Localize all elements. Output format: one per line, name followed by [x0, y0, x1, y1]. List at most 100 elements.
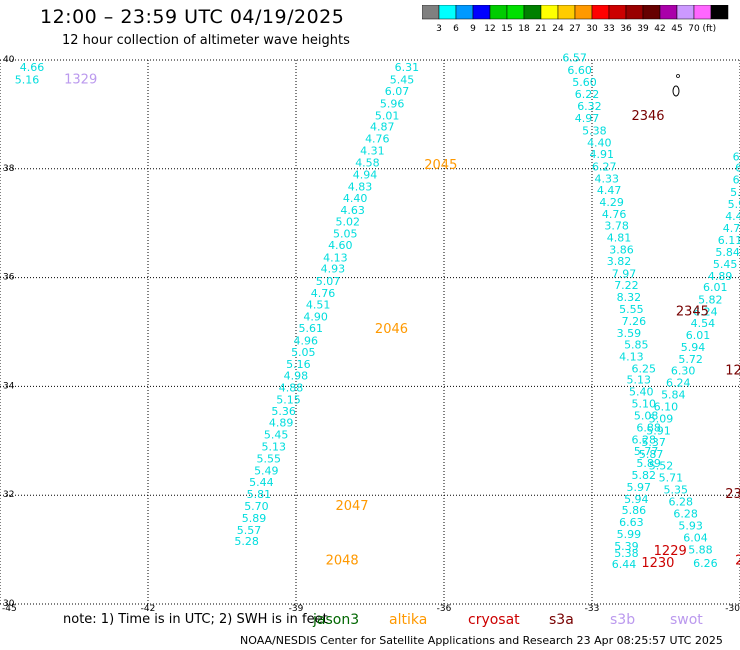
swh-value: 5.37 [641, 436, 666, 449]
swh-value: 5.55 [257, 453, 282, 466]
swh-value: 7.26 [622, 315, 647, 328]
legend-label: 36 [620, 24, 632, 34]
swh-value: 5.07 [316, 275, 341, 288]
y-tick-label: 30 [3, 599, 15, 609]
swh-value: 6.44 [612, 558, 637, 571]
swh-value: 4.54 [691, 317, 716, 330]
swh-value: 4.29 [599, 196, 624, 209]
swh-value: 5.94 [624, 493, 649, 506]
swh-value: 5.89 [242, 512, 267, 525]
swh-value: 4.60 [328, 239, 353, 252]
swh-value: 6.26 [693, 557, 718, 570]
swh-value: 5.91 [646, 424, 671, 437]
swh-value: 5.70 [244, 500, 269, 513]
swh-value: 6.63 [619, 516, 644, 529]
satellite-s3a-label: s3a [549, 612, 574, 628]
swh-value: 4.76 [365, 133, 390, 146]
satellite-altika-label: altika [389, 612, 428, 628]
swh-value: 5.45 [390, 73, 415, 86]
swh-value: 5.82 [631, 469, 656, 482]
page-title: 12:00 – 23:59 UTC 04/19/2025 [40, 6, 345, 28]
swh-value: 5.02 [335, 215, 360, 228]
swh-value: 5.28 [234, 535, 258, 548]
legend-label: 12 [484, 24, 495, 34]
pass-time-label: 2046 [375, 322, 408, 337]
swh-value: 5.13 [261, 441, 286, 454]
legend-label: 42 [654, 24, 665, 34]
legend-label: 33 [603, 24, 614, 34]
swh-value: 5.96 [380, 97, 405, 110]
swh-value: 3.86 [609, 244, 634, 257]
swh-value: 6.60 [567, 64, 592, 77]
swh-value: 4.89 [269, 417, 294, 430]
swh-value: 5.81 [247, 488, 272, 501]
legend-label: 45 [671, 24, 682, 34]
swh-value: 6.30 [671, 364, 696, 377]
swh-value: 4.33 [594, 172, 619, 185]
swh-value: 5.16 [286, 358, 311, 371]
pass-time-label: 1228 [725, 363, 740, 378]
swh-value: 5.57 [237, 524, 261, 537]
y-tick-label: 40 [3, 55, 15, 65]
swh-value: 7.97 [612, 268, 637, 281]
swh-value: 6.07 [385, 85, 410, 98]
swh-value: 4.40 [587, 136, 612, 149]
legend-swatch [710, 5, 729, 20]
x-tick-label: -45 [2, 604, 17, 614]
pass-time-label: 1230 [641, 556, 674, 571]
swh-value: 6.57 [562, 52, 587, 65]
swh-value: 4.93 [321, 263, 346, 276]
swh-value: 5.99 [617, 528, 642, 541]
satellite-swot-label: swot [670, 612, 703, 628]
swh-value: 6.25 [631, 362, 656, 375]
pass-time-label: 2048 [326, 553, 359, 568]
swh-value: 4.51 [306, 299, 331, 312]
swh-value: 4.47 [597, 184, 622, 197]
swh-value: 4.97 [575, 112, 600, 125]
swh-value: 4.89 [708, 270, 733, 283]
swh-value: 4.76 [602, 208, 627, 221]
swh-value: 4.90 [303, 311, 328, 324]
swh-value: 6.22 [575, 88, 600, 101]
swh-value: 6.24 [666, 376, 691, 389]
swh-value: 6 [733, 151, 740, 164]
swh-value: 3.78 [604, 220, 629, 233]
swh-value: 4.94 [353, 169, 378, 182]
legend-label: 30 [586, 24, 598, 34]
legend-unit: (ft) [703, 24, 717, 34]
swh-value: 5.82 [698, 294, 723, 307]
y-tick-label: 32 [3, 490, 14, 500]
pass-time-label: 2345 [676, 305, 709, 320]
legend-label: 39 [637, 24, 649, 34]
swh-value: 5.13 [627, 374, 652, 387]
swh-value: 4.73 [723, 222, 740, 235]
swh-value: 6.28 [631, 434, 656, 447]
swh-value: 6.11 [718, 234, 740, 247]
swh-value: 5.77 [634, 445, 659, 458]
swh-value: 6.04 [683, 531, 708, 544]
swh-value: 5.85 [624, 338, 649, 351]
swh-value: 5.09 [649, 412, 674, 425]
swh-value: 5.89 [636, 457, 661, 470]
pass-time-label: 2047 [335, 499, 368, 514]
swh-value: 5.39 [614, 540, 639, 553]
swh-value: 5.55 [619, 303, 644, 316]
swh-value: 5.15 [276, 393, 301, 406]
swh-value: 6.28 [673, 508, 698, 521]
swh-value: 4.58 [355, 157, 380, 170]
pass-time-label: 2346 [631, 109, 664, 124]
swh-value: 4.87 [370, 121, 395, 134]
swh-labels: 4.665.166.315.456.075.965.014.874.764.31… [15, 52, 740, 571]
swh-value: 5.01 [375, 109, 400, 122]
swh-value: 4.43 [725, 210, 740, 223]
swh-value: 4.66 [20, 61, 45, 74]
swh-value: 4.91 [590, 148, 615, 161]
swh-value: 7.22 [614, 279, 639, 292]
y-tick-label: 36 [3, 273, 15, 283]
legend-label: 21 [535, 24, 546, 34]
axis-ticks: -45 -42 -39 -36 -33 -30 40 38 36 34 32 30 [2, 55, 740, 614]
x-tick-label: -30 [725, 604, 740, 614]
swh-value: 5.40 [629, 386, 654, 399]
swh-value: 5.86 [622, 504, 647, 517]
